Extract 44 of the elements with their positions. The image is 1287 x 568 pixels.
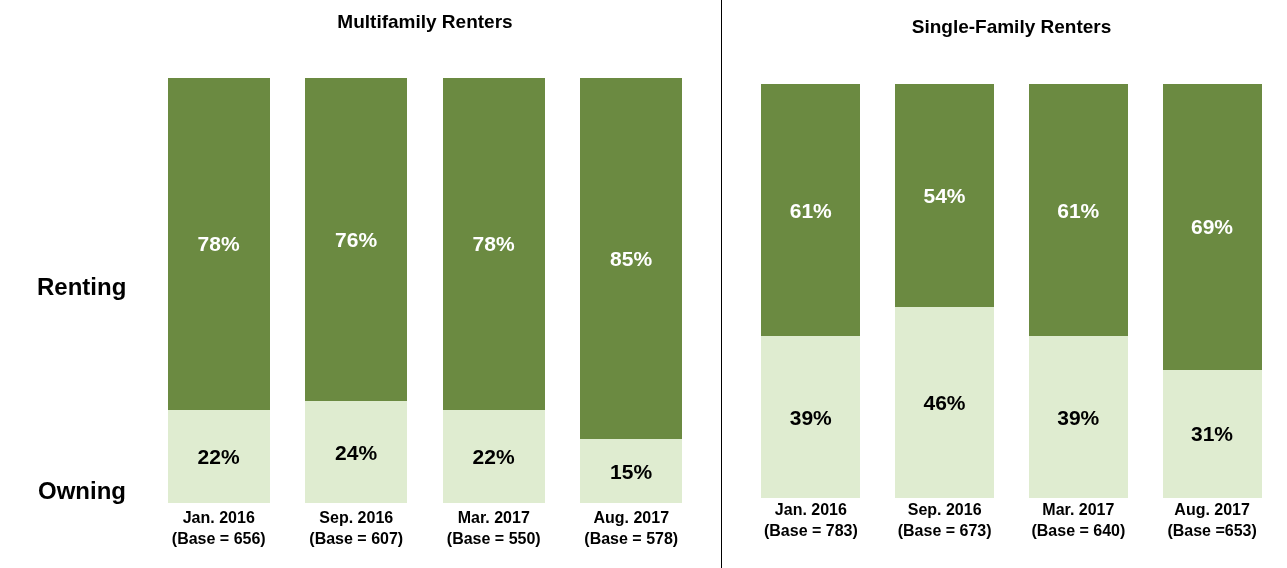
data-label: 85% bbox=[610, 246, 653, 270]
data-label: 61% bbox=[1057, 198, 1100, 222]
bar bbox=[895, 307, 995, 498]
bar bbox=[895, 83, 995, 308]
x-tick-label: Mar. 2017 (Base = 640) bbox=[1031, 501, 1126, 539]
bar bbox=[442, 409, 545, 504]
data-label: 24% bbox=[335, 440, 378, 464]
bar bbox=[1028, 83, 1128, 337]
data-label: 22% bbox=[472, 444, 515, 468]
x-tick-label: Jan. 2016 (Base = 783) bbox=[763, 501, 858, 539]
x-tick-label: Sep. 2016 (Base = 607) bbox=[309, 509, 404, 547]
bar bbox=[580, 439, 683, 504]
bar bbox=[1162, 83, 1262, 370]
data-label: 54% bbox=[923, 184, 966, 208]
x-tick-label: Sep. 2016 (Base = 673) bbox=[897, 501, 992, 539]
bar bbox=[1028, 336, 1128, 498]
data-label: 39% bbox=[1057, 405, 1100, 429]
bar bbox=[761, 336, 861, 498]
bar bbox=[167, 409, 270, 504]
bar bbox=[442, 77, 545, 410]
data-label: 61% bbox=[789, 198, 833, 222]
x-tick-label: Jan. 2016 (Base = 656) bbox=[171, 509, 266, 547]
data-label: 69% bbox=[1190, 215, 1234, 239]
data-label: 31% bbox=[1190, 422, 1234, 446]
data-label: 39% bbox=[789, 405, 833, 429]
data-label: 46% bbox=[923, 391, 966, 415]
bar bbox=[305, 401, 408, 504]
data-label: 15% bbox=[610, 459, 653, 483]
data-label: 78% bbox=[472, 232, 515, 256]
chart-title: Single-Family Renters bbox=[911, 16, 1112, 38]
bar bbox=[761, 83, 861, 337]
series-label: Renting bbox=[37, 273, 127, 300]
data-label: 76% bbox=[335, 227, 378, 251]
bar bbox=[1162, 369, 1262, 498]
bar bbox=[305, 77, 408, 402]
x-tick-label: Aug. 2017 (Base = 578) bbox=[584, 509, 679, 547]
chart-title: Multifamily Renters bbox=[337, 10, 513, 32]
x-tick-label: Mar. 2017 (Base = 550) bbox=[446, 509, 541, 547]
bar bbox=[580, 77, 683, 440]
data-label: 78% bbox=[197, 232, 240, 256]
data-label: 22% bbox=[197, 444, 240, 468]
bar bbox=[167, 77, 270, 410]
x-tick-label: Aug. 2017 (Base =653) bbox=[1167, 501, 1257, 539]
series-label: Owning bbox=[38, 477, 126, 504]
